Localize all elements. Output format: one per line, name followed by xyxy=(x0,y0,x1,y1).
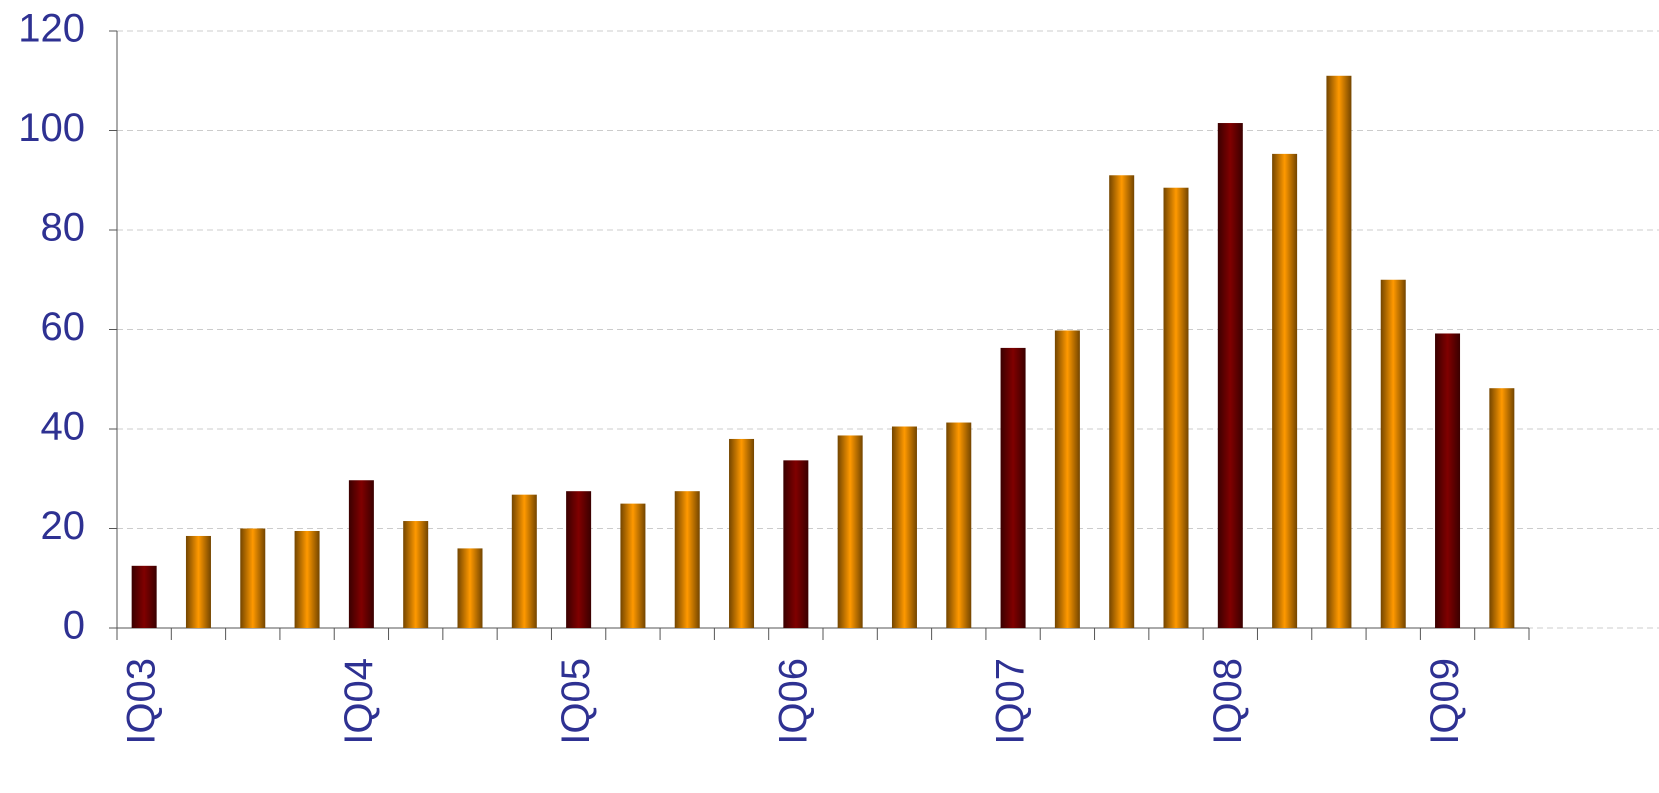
bar xyxy=(511,494,537,628)
x-tick-label: IQ08 xyxy=(1206,658,1250,745)
bar xyxy=(1435,333,1461,628)
bar xyxy=(1217,123,1243,628)
x-tick-label: IQ03 xyxy=(120,658,164,745)
bar xyxy=(1054,330,1080,628)
bar xyxy=(729,438,755,628)
bar xyxy=(1380,279,1406,628)
y-tick-label: 40 xyxy=(41,405,86,449)
y-tick-label: 20 xyxy=(41,504,86,548)
y-tick-label: 100 xyxy=(18,106,85,150)
bar xyxy=(348,480,374,628)
bar xyxy=(946,422,972,628)
bar xyxy=(240,528,266,628)
x-tick-label: IQ05 xyxy=(554,658,598,745)
bar xyxy=(185,535,211,628)
x-tick-label: IQ07 xyxy=(989,658,1033,745)
x-tick-label: IQ06 xyxy=(771,658,815,745)
y-tick-label: 120 xyxy=(18,7,85,51)
bar xyxy=(783,460,809,628)
bar xyxy=(1326,75,1352,628)
bar xyxy=(566,491,592,628)
y-tick-label: 60 xyxy=(41,305,86,349)
bar xyxy=(1272,153,1298,628)
y-tick-label: 0 xyxy=(63,604,85,648)
bar xyxy=(1163,187,1189,628)
bar xyxy=(1000,347,1026,628)
x-tick-label: IQ04 xyxy=(337,658,381,745)
bar xyxy=(891,426,917,628)
bar xyxy=(1489,388,1515,628)
bar xyxy=(1109,175,1135,628)
bar xyxy=(620,503,646,628)
bar xyxy=(837,435,863,628)
bar xyxy=(403,521,429,628)
y-tick-label: 80 xyxy=(41,206,86,250)
bar xyxy=(674,491,700,628)
x-tick-label: IQ09 xyxy=(1423,658,1467,745)
bar xyxy=(457,548,483,628)
bar xyxy=(131,565,157,628)
bar xyxy=(294,530,320,628)
